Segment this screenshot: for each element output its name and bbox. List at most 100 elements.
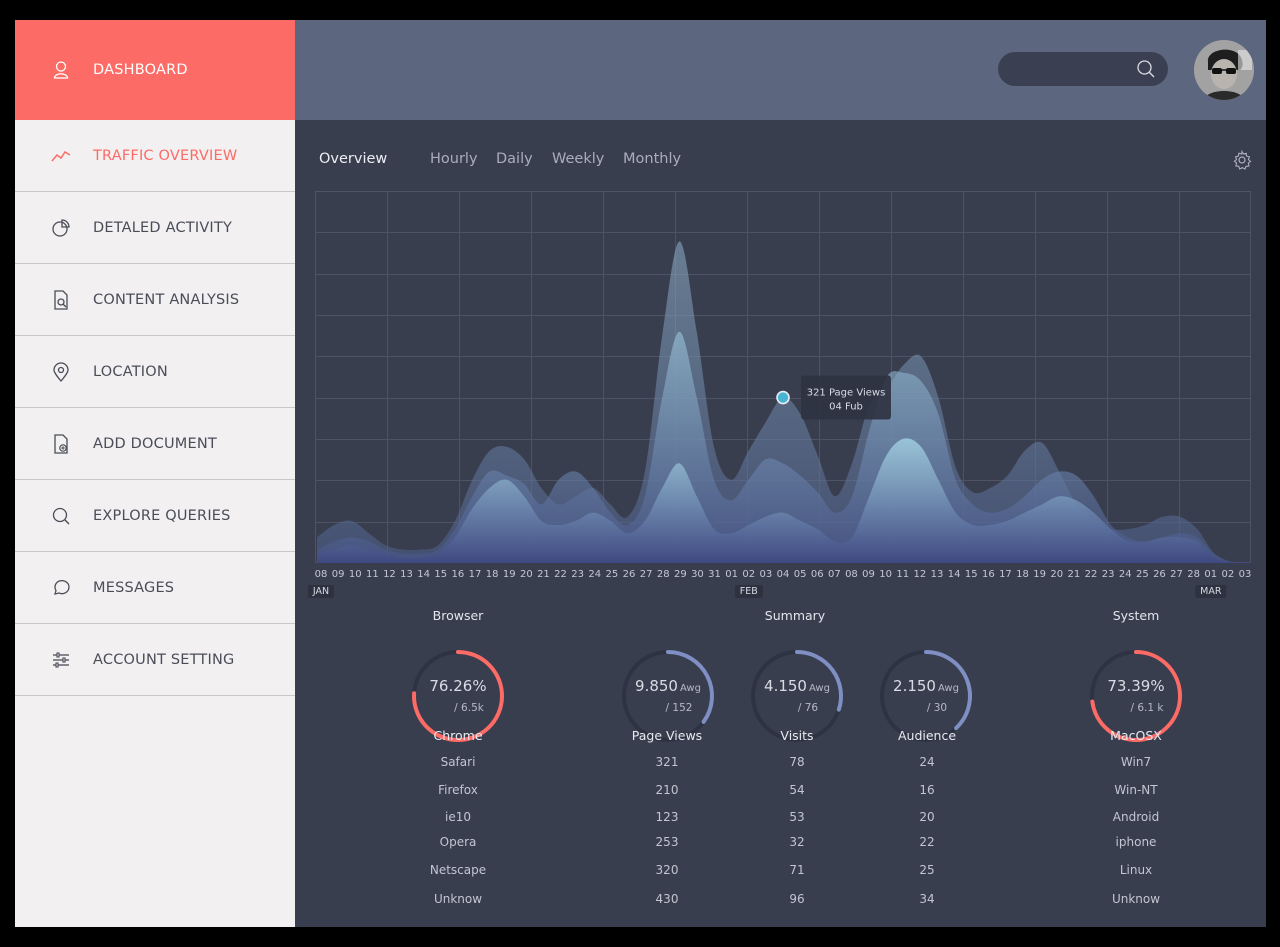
- x-tick-label: 24: [1118, 569, 1132, 580]
- x-tick-label: 23: [571, 569, 585, 580]
- sidebar: DASHBOARD TRAFFIC OVERVIEW DETALED ACTIV…: [15, 20, 295, 927]
- sidebar-item-content-analysis[interactable]: CONTENT ANALYSIS: [15, 264, 295, 336]
- gauge-ring: [622, 650, 714, 742]
- x-tick-label: 19: [502, 569, 516, 580]
- x-tick-label: 15: [964, 569, 978, 580]
- gauge-sub: / 6.1 k: [1130, 702, 1164, 714]
- x-tick-label: 11: [365, 569, 379, 580]
- chat-bubble-icon: [54, 579, 70, 595]
- sidebar-item-explore-queries[interactable]: EXPLORE QUERIES: [15, 480, 295, 552]
- x-tick-label: 10: [348, 569, 362, 580]
- search-icon[interactable]: [1136, 59, 1156, 79]
- page-views-header: Page Views: [631, 728, 703, 743]
- top-bar: [295, 20, 1266, 120]
- table-cell: ie10: [445, 810, 471, 824]
- sidebar-item-add-document[interactable]: ADD DOCUMENT: [15, 408, 295, 480]
- map-pin-icon: [53, 361, 69, 382]
- tab-weekly[interactable]: Weekly: [552, 151, 605, 167]
- gauge-ring: [1090, 650, 1182, 742]
- sidebar-item-account-setting[interactable]: ACCOUNT SETTING: [15, 624, 295, 696]
- x-tick-label: 21: [1067, 569, 1081, 580]
- table-cell: 20: [919, 810, 935, 824]
- tab-overview[interactable]: Overview: [319, 151, 388, 167]
- x-tick-label: 25: [1135, 569, 1149, 580]
- gauge-value: 76.26%: [429, 677, 487, 695]
- table-cell: 71: [789, 863, 805, 877]
- search-icon: [52, 507, 70, 524]
- table-cell: Opera: [439, 835, 477, 849]
- series-area-3: [317, 438, 1249, 563]
- gauge-value: 73.39%: [1107, 677, 1165, 695]
- x-tick-label: 30: [691, 569, 704, 580]
- visits-header: Visits: [780, 728, 814, 743]
- x-tick-label: 28: [656, 569, 670, 580]
- table-cell: 321: [655, 755, 679, 769]
- table-cell: Android: [1112, 810, 1160, 824]
- x-tick-label: 29: [673, 569, 687, 580]
- pie-chart-icon: [52, 218, 70, 237]
- sidebar-item-traffic-overview[interactable]: TRAFFIC OVERVIEW: [15, 120, 295, 192]
- x-tick-label: 12: [383, 569, 396, 580]
- x-tick-label: 06: [810, 569, 824, 580]
- x-tick-label: 25: [605, 569, 619, 580]
- x-tick-label: 07: [827, 569, 841, 580]
- x-tick-label: 09: [331, 569, 345, 580]
- sidebar-item-location[interactable]: LOCATION: [15, 336, 295, 408]
- browser-gauge: 76.26% / 6.5k: [409, 647, 507, 745]
- x-tick-label: 27: [1170, 569, 1183, 580]
- sidebar-item-label: DASHBOARD: [93, 62, 188, 78]
- x-tick-label: 26: [1153, 569, 1166, 580]
- table-cell: 54: [789, 783, 805, 797]
- tooltip-line-2: 04 Fub: [829, 402, 863, 413]
- table-cell: 78: [789, 755, 805, 769]
- sidebar-item-label: CONTENT ANALYSIS: [93, 291, 240, 308]
- tab-daily[interactable]: Daily: [496, 151, 533, 167]
- sidebar-item-label: TRAFFIC OVERVIEW: [93, 147, 238, 164]
- table-cell: Netscape: [429, 863, 487, 877]
- sidebar-item-messages[interactable]: MESSAGES: [15, 552, 295, 624]
- tooltip-marker[interactable]: [776, 390, 790, 405]
- x-tick-label: 24: [588, 569, 602, 580]
- x-tick-label: 03: [1238, 569, 1252, 580]
- x-tick-label: 15: [434, 569, 448, 580]
- search-input[interactable]: [998, 52, 1168, 86]
- x-tick-label: 11: [896, 569, 910, 580]
- month-label: MAR: [1195, 585, 1227, 598]
- tab-monthly[interactable]: Monthly: [623, 151, 682, 167]
- table-cell: 430: [655, 892, 679, 906]
- series-area-2: [317, 331, 1249, 563]
- traffic-chart: 321 Page Views 04 Fub: [315, 191, 1251, 563]
- sidebar-item-label: LOCATION: [93, 363, 168, 380]
- x-tick-label: 01: [725, 569, 739, 580]
- sidebar-item-dashboard[interactable]: DASHBOARD: [15, 20, 295, 120]
- gauge-arc: [795, 650, 843, 712]
- visits-gauge: 4.150 Awg / 76: [748, 647, 846, 745]
- document-search-icon: [54, 289, 68, 310]
- x-tick-label: 02: [1221, 569, 1235, 580]
- system-gauge: 73.39% / 6.1 k: [1087, 647, 1185, 745]
- sidebar-item-label: ADD DOCUMENT: [93, 435, 217, 452]
- user-icon: [53, 61, 69, 79]
- table-cell: 210: [655, 783, 679, 797]
- table-cell: iphone: [1115, 835, 1157, 849]
- table-cell: Win7: [1120, 755, 1152, 769]
- gauge-sub: / 76: [797, 702, 819, 714]
- x-tick-label: 16: [981, 569, 995, 580]
- audience-gauge: 2.150 Awg / 30: [877, 647, 975, 745]
- x-tick-label: 28: [1187, 569, 1201, 580]
- x-tick-label: 27: [639, 569, 653, 580]
- gauge-arc: [1090, 650, 1182, 742]
- table-cell: 34: [919, 892, 935, 906]
- tooltip-line-1: 321 Page Views: [807, 388, 886, 399]
- user-avatar: [1194, 40, 1254, 100]
- sidebar-item-label: EXPLORE QUERIES: [93, 507, 231, 524]
- table-cell: 16: [919, 783, 935, 797]
- x-tick-label: 26: [622, 569, 636, 580]
- gauge-ring: [412, 650, 504, 742]
- gear-icon[interactable]: [1232, 150, 1252, 170]
- sidebar-item-detailed-activity[interactable]: DETALED ACTIVITY: [15, 192, 295, 264]
- table-cell: 32: [789, 835, 805, 849]
- avatar[interactable]: [1194, 40, 1254, 100]
- gauge-ring: [880, 650, 972, 742]
- tab-hourly[interactable]: Hourly: [430, 151, 478, 167]
